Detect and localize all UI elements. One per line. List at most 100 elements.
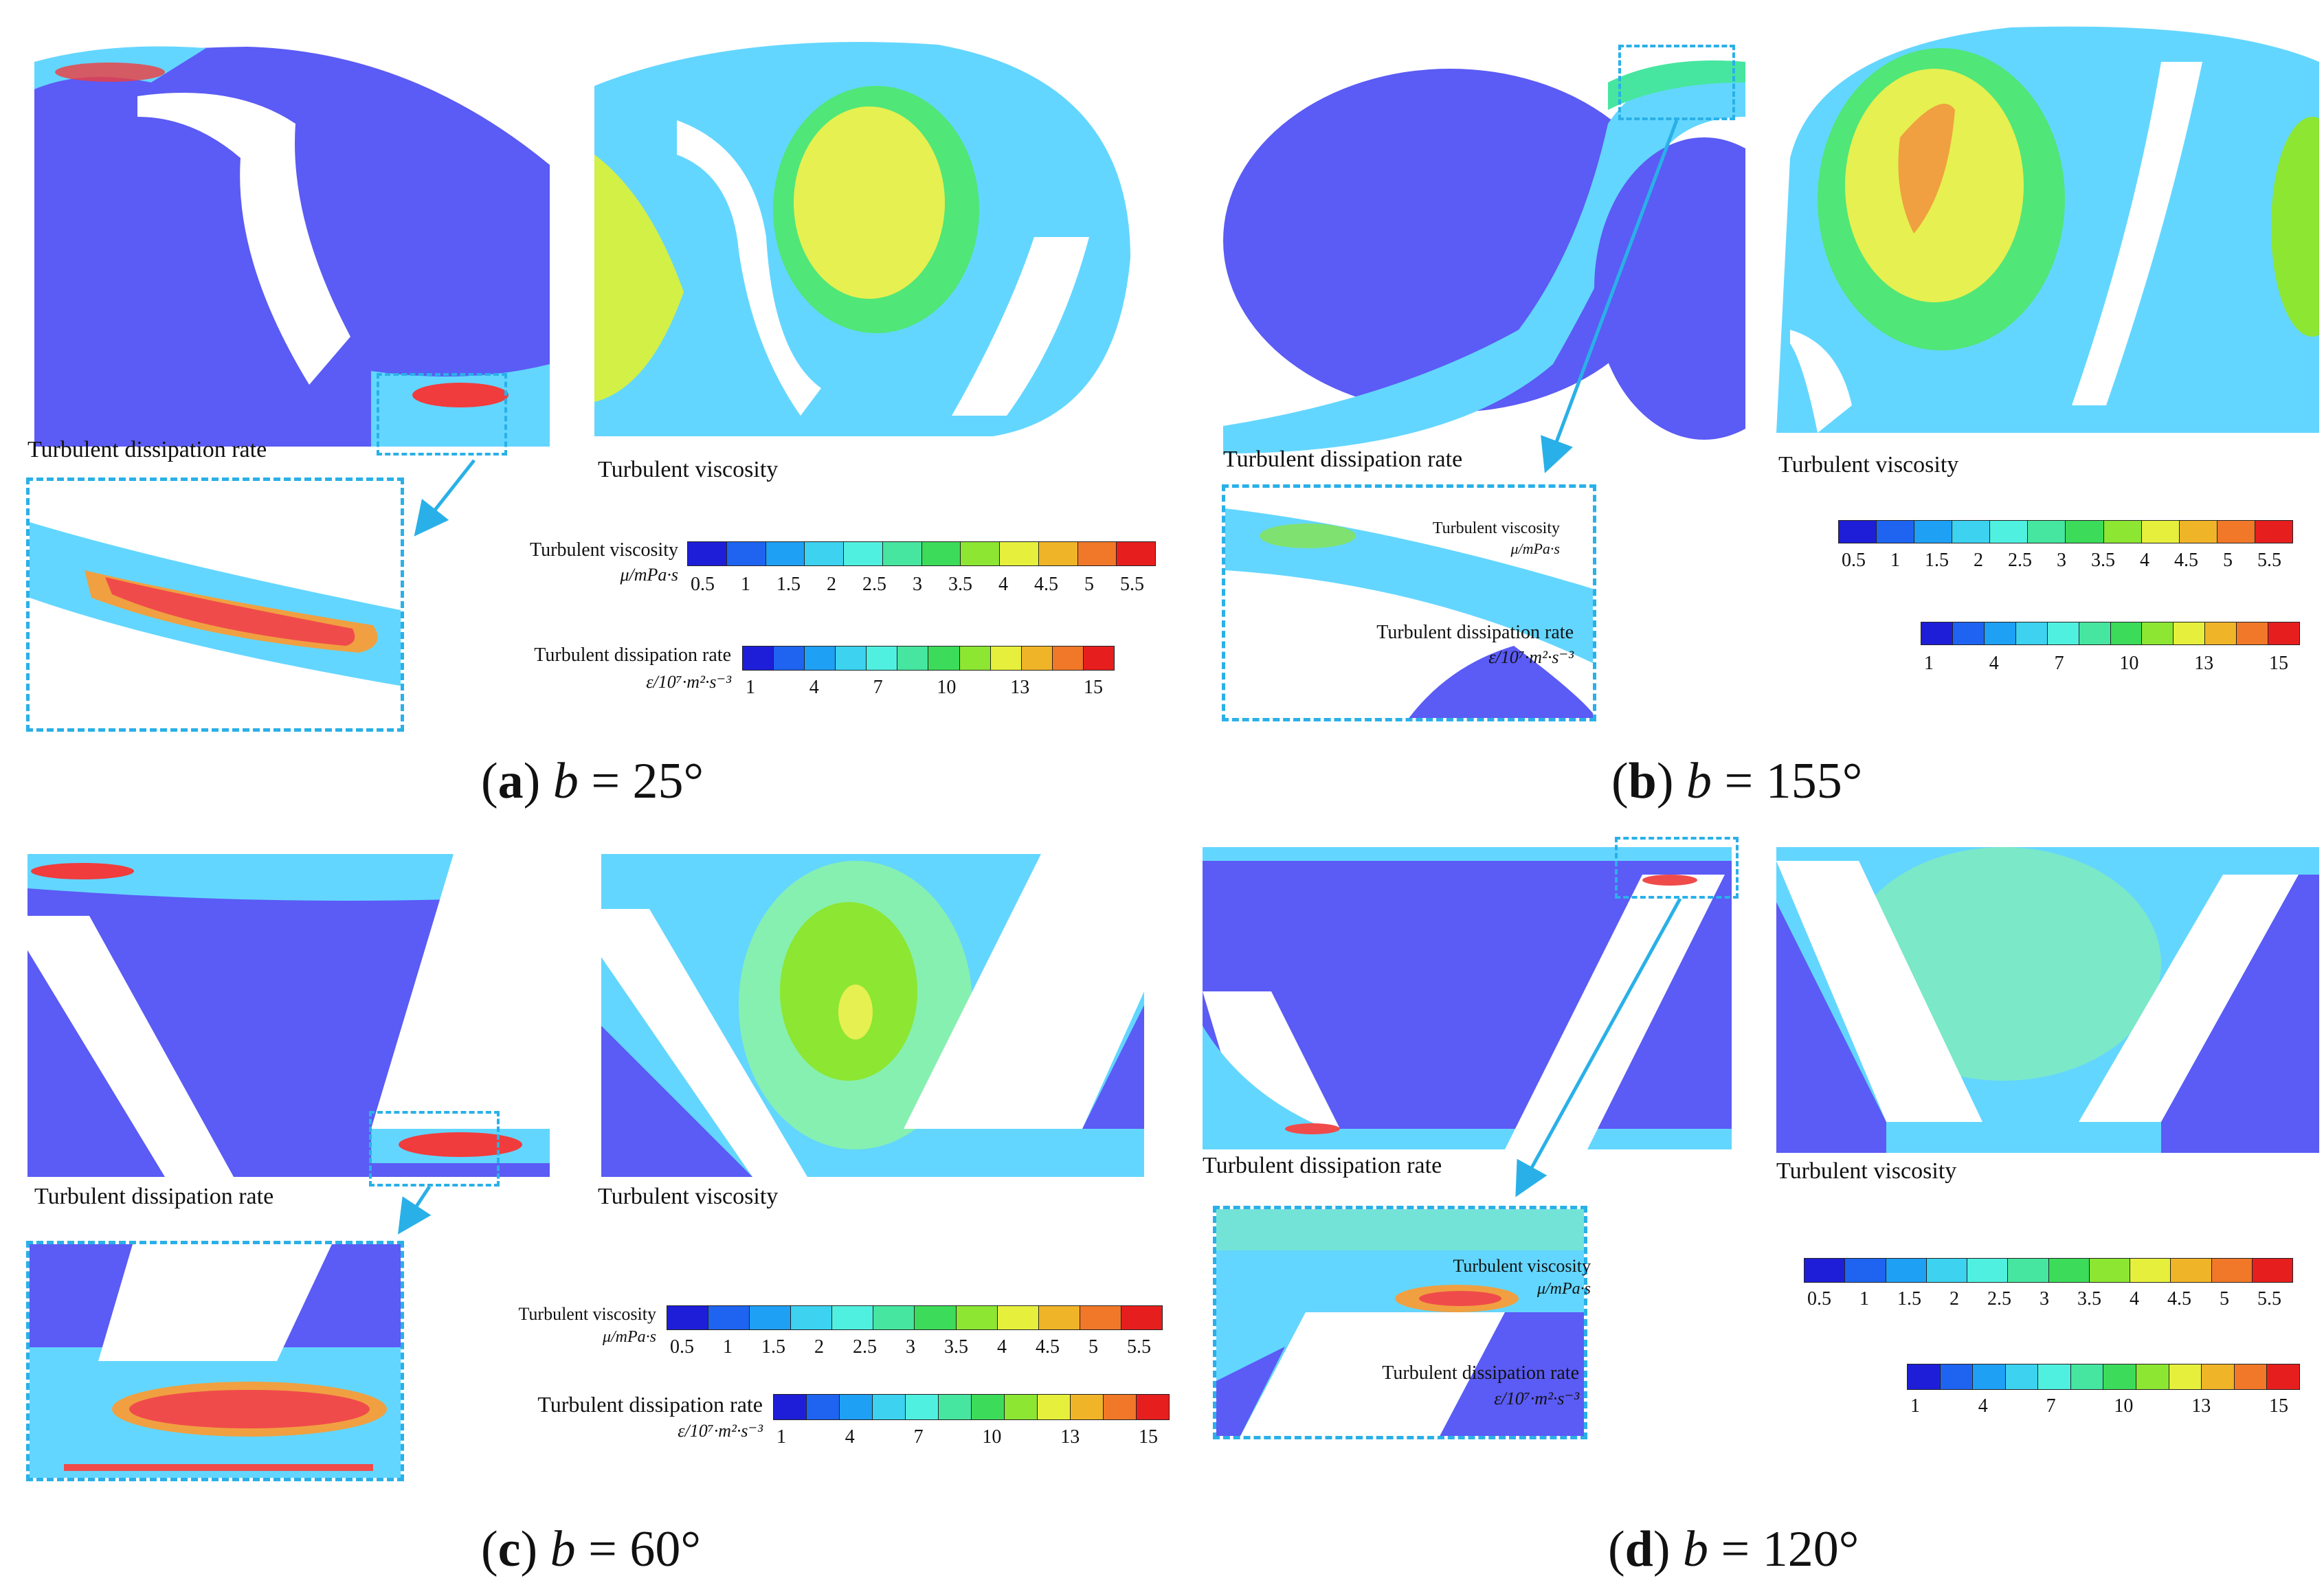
colorbar-swatch: [774, 1395, 807, 1419]
viscosity-contour-c: [601, 854, 1144, 1177]
colorbar-swatch: [2103, 1364, 2137, 1389]
dissipation-ticks-b: 1 4 7 10 13 15: [1924, 653, 2288, 675]
colorbar-swatch: [805, 647, 836, 670]
colorbar-tick: 4: [997, 1336, 1007, 1358]
colorbar-swatch: [2179, 521, 2217, 543]
caption-a: (a) b = 25°: [481, 753, 704, 809]
colorbar-swatch: [1839, 521, 1877, 543]
viscosity-ticks-a: 0.5 1 1.5 2 2.5 3 3.5 4 4.5 5 5.5: [691, 574, 1144, 596]
colorbar-tick: 1: [1859, 1288, 1869, 1310]
colorbar-swatch: [956, 1306, 998, 1329]
zoom-inset-a: [26, 477, 404, 732]
caption-var: b: [1682, 1521, 1708, 1577]
colorbar-swatch: [1083, 647, 1114, 670]
dissipation-ticks-c: 1 4 7 10 13 15: [776, 1426, 1158, 1448]
colorbar-swatch: [972, 1395, 1005, 1419]
zoom-arrow-c: [397, 1185, 432, 1235]
caption-eq: = 155°: [1711, 753, 1863, 809]
caption-d: (d) b = 120°: [1608, 1521, 1859, 1577]
colorbar-tick: 1.5: [1925, 550, 1949, 571]
colorbar-swatch: [2234, 1364, 2268, 1389]
dissipation-legend-title-b: Turbulent dissipation rate: [1376, 622, 1574, 643]
colorbar-tick: 7: [873, 677, 883, 698]
colorbar-swatch: [2015, 622, 2048, 644]
viscosity-label-c: Turbulent viscosity: [598, 1184, 779, 1209]
colorbar-swatch: [766, 542, 805, 565]
colorbar-swatch: [2089, 1259, 2130, 1282]
colorbar-tick: 3.5: [948, 574, 972, 595]
colorbar-swatch: [726, 542, 766, 565]
colorbar-swatch: [873, 1395, 906, 1419]
colorbar-swatch: [2103, 521, 2142, 543]
colorbar-swatch: [1104, 1395, 1137, 1419]
dissipation-legend-unit-c: ε/10⁷·m²·s⁻³: [678, 1421, 763, 1441]
colorbar-swatch: [915, 1306, 957, 1329]
colorbar-swatch: [2038, 1364, 2071, 1389]
colorbar-swatch: [2205, 622, 2237, 644]
dissipation-contour-b: [1223, 60, 1745, 453]
colorbar-swatch: [743, 647, 774, 670]
dissipation-ticks-d: 1 4 7 10 13 15: [1910, 1395, 2288, 1417]
colorbar-swatch: [1805, 1259, 1846, 1282]
colorbar-tick: 15: [2268, 1395, 2288, 1417]
viscosity-colorbar-b: [1838, 520, 2293, 543]
colorbar-swatch: [1845, 1259, 1886, 1282]
colorbar-swatch: [1967, 1259, 2009, 1282]
colorbar-tick: 2.5: [853, 1336, 877, 1358]
caption-eq: = 60°: [575, 1521, 701, 1577]
colorbar-swatch: [1052, 647, 1084, 670]
colorbar-tick: 2: [1974, 550, 1983, 571]
zoom-marker-d: [1615, 837, 1739, 899]
colorbar-swatch: [1921, 622, 1953, 644]
viscosity-ticks-b: 0.5 1 1.5 2 2.5 3 3.5 4 4.5 5 5.5: [1842, 550, 2281, 572]
caption-letter: d: [1624, 1521, 1653, 1577]
viscosity-label-a: Turbulent viscosity: [598, 457, 779, 482]
dissipation-legend-title-a: Turbulent dissipation rate: [534, 644, 731, 666]
colorbar-tick: 1: [723, 1336, 733, 1358]
zoom-inset-d: [1213, 1206, 1587, 1439]
colorbar-swatch: [791, 1306, 833, 1329]
viscosity-legend-title-c: Turbulent viscosity: [518, 1304, 656, 1324]
colorbar-tick: 2.5: [862, 574, 886, 595]
colorbar-swatch: [2008, 1259, 2049, 1282]
colorbar-swatch: [750, 1306, 792, 1329]
colorbar-tick: 1.5: [761, 1336, 785, 1358]
colorbar-tick: 3: [2040, 1288, 2049, 1310]
colorbar-tick: 13: [2191, 1395, 2211, 1417]
colorbar-tick: 5: [2223, 550, 2233, 571]
colorbar-swatch: [990, 647, 1022, 670]
caption-b: (b) b = 155°: [1611, 753, 1863, 809]
colorbar-swatch: [997, 1306, 1039, 1329]
colorbar-tick: 4.5: [1036, 1336, 1060, 1358]
caption-eq: = 120°: [1708, 1521, 1859, 1577]
colorbar-tick: 4.5: [1034, 574, 1058, 595]
zoom-arrow-d: [1515, 897, 1682, 1198]
colorbar-swatch: [1137, 1395, 1169, 1419]
dissipation-legend-unit-d: ε/10⁷·m²·s⁻³: [1494, 1389, 1579, 1408]
colorbar-tick: 0.5: [670, 1336, 694, 1358]
dissipation-legend-title-d: Turbulent dissipation rate: [1382, 1362, 1579, 1384]
colorbar-tick: 5.5: [1127, 1336, 1151, 1358]
colorbar-swatch: [2066, 521, 2104, 543]
colorbar-swatch: [2255, 521, 2292, 543]
colorbar-tick: 4: [809, 677, 819, 698]
colorbar-swatch: [1038, 1395, 1071, 1419]
viscosity-contour-b: [1776, 26, 2319, 434]
colorbar-swatch: [1984, 622, 2016, 644]
colorbar-tick: 7: [2054, 653, 2064, 674]
colorbar-swatch: [1926, 1259, 1967, 1282]
colorbar-tick: 7: [913, 1426, 924, 1448]
colorbar-swatch: [688, 542, 727, 565]
colorbar-swatch: [959, 647, 991, 670]
colorbar-tick: 1: [1910, 1395, 1920, 1417]
colorbar-swatch: [1886, 1259, 1927, 1282]
colorbar-tick: 5.5: [2257, 1288, 2281, 1310]
colorbar-swatch: [1940, 1364, 1974, 1389]
colorbar-swatch: [1077, 542, 1117, 565]
zoom-arrow-b: [1541, 120, 1679, 473]
colorbar-swatch: [832, 1306, 874, 1329]
colorbar-tick: 3.5: [2077, 1288, 2101, 1310]
colorbar-swatch: [939, 1395, 972, 1419]
viscosity-colorbar-d: [1804, 1258, 2293, 1283]
